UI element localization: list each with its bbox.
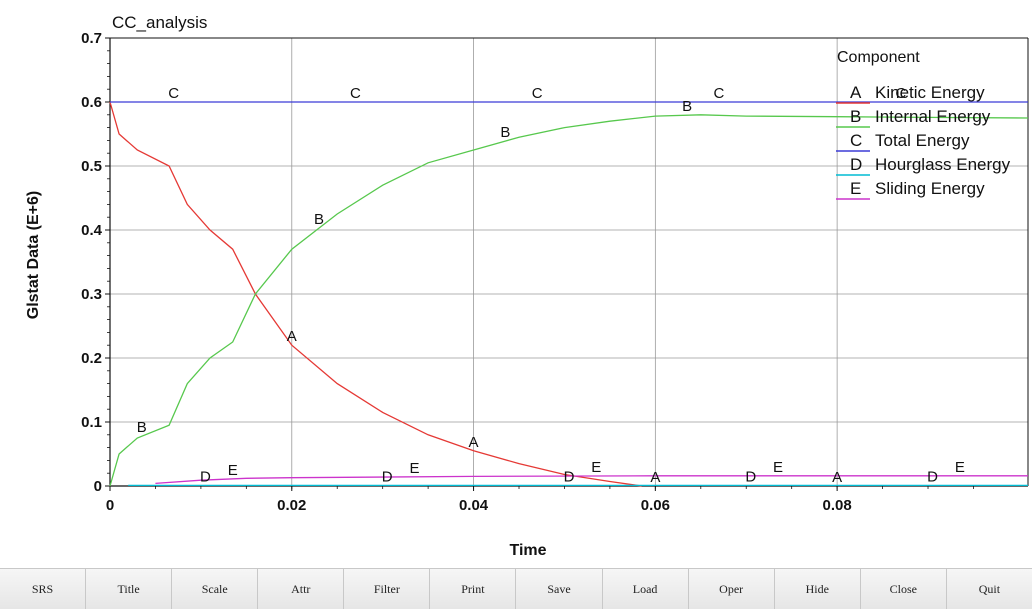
curve-marker-c: C (714, 85, 725, 102)
curve-marker-d: D (745, 468, 756, 485)
curve-marker-d: D (200, 468, 211, 485)
chart-svg: 00.10.20.30.40.50.60.70 0.02 0.04 0.06 0.08 … (25, 13, 1029, 559)
curve-marker-b: B (137, 419, 147, 436)
curve-marker-e: E (409, 460, 419, 477)
hide-button[interactable]: Hide (774, 569, 861, 609)
legend-name-b: Internal Energy (875, 107, 991, 126)
quit-button[interactable]: Quit (946, 569, 1032, 609)
legend-letter-a: A (850, 83, 862, 102)
chart-title: CC_analysis (112, 13, 207, 32)
attr-button[interactable]: Attr (258, 569, 345, 609)
series-line-e (155, 475, 1028, 485)
curve-marker-a: A (469, 434, 479, 451)
legend-title: Component (837, 49, 920, 66)
legend-letter-e: E (850, 179, 861, 198)
load-button[interactable]: Load (602, 569, 689, 609)
curve-marker-b: B (500, 124, 510, 141)
title-button[interactable]: Title (86, 569, 173, 609)
legend-letter-c: C (850, 131, 862, 150)
x-tick-label: 0 (106, 497, 114, 514)
save-button[interactable]: Save (516, 569, 603, 609)
curve-marker-b: B (682, 98, 692, 115)
y-tick-label: 0.5 (81, 158, 102, 175)
legend-letter-b: B (850, 107, 861, 126)
curve-marker-c: C (895, 85, 906, 102)
series-line-a (109, 101, 642, 487)
srs-button[interactable]: SRS (0, 569, 87, 609)
y-tick-label: 0.4 (81, 222, 103, 239)
curve-marker-e: E (591, 459, 601, 476)
series-line-b (109, 114, 1029, 487)
legend-name-e: Sliding Energy (875, 179, 985, 198)
x-axis-title: Time (509, 542, 546, 559)
legend-name-a: Kinetic Energy (875, 83, 985, 102)
curve-marker-d: D (927, 468, 938, 485)
y-tick-label: 0.1 (81, 414, 102, 431)
curve-marker-e: E (228, 462, 238, 479)
curve-marker-c: C (350, 85, 361, 102)
close-button[interactable]: Close (860, 569, 947, 609)
x-tick-label: 0.02 (277, 497, 306, 514)
oper-button[interactable]: Oper (688, 569, 775, 609)
x-tick-label: 0.06 (641, 497, 670, 514)
legend-name-d: Hourglass Energy (875, 155, 1011, 174)
y-tick-label: 0.3 (81, 286, 102, 303)
curve-marker-e: E (773, 459, 783, 476)
y-tick-label: 0.2 (81, 350, 102, 367)
y-tick-label: 0 (94, 478, 102, 495)
print-button[interactable]: Print (430, 569, 517, 609)
legend-name-c: Total Energy (875, 131, 970, 150)
x-tick-label: 0.04 (459, 497, 489, 514)
curve-marker-d: D (382, 468, 393, 485)
curve-marker-c: C (532, 85, 543, 102)
curve-marker-a: A (650, 469, 660, 486)
curve-marker-a: A (832, 469, 842, 486)
curve-marker-a: A (287, 328, 297, 345)
curve-marker-e: E (955, 459, 965, 476)
x-tick-label: 0.08 (823, 497, 852, 514)
y-axis-title: Glstat Data (E+6) (25, 191, 42, 319)
y-tick-label: 0.6 (81, 94, 102, 111)
filter-button[interactable]: Filter (344, 569, 431, 609)
chart-area: 0 0.1 0.2 0.3 0.4 0.5 0.6 0.7 0 0.02 0.04 0.06 0.08 … (25, 13, 1029, 559)
legend-letter-d: D (850, 155, 862, 174)
y-tick-label: 0.7 (81, 30, 102, 47)
curve-marker-d: D (564, 468, 575, 485)
scale-button[interactable]: Scale (172, 569, 259, 609)
toolbar: SRS Title Scale Attr Filter Print Save Load Oper… (0, 568, 1032, 609)
curve-marker-b: B (314, 211, 324, 228)
curve-marker-c: C (168, 85, 179, 102)
